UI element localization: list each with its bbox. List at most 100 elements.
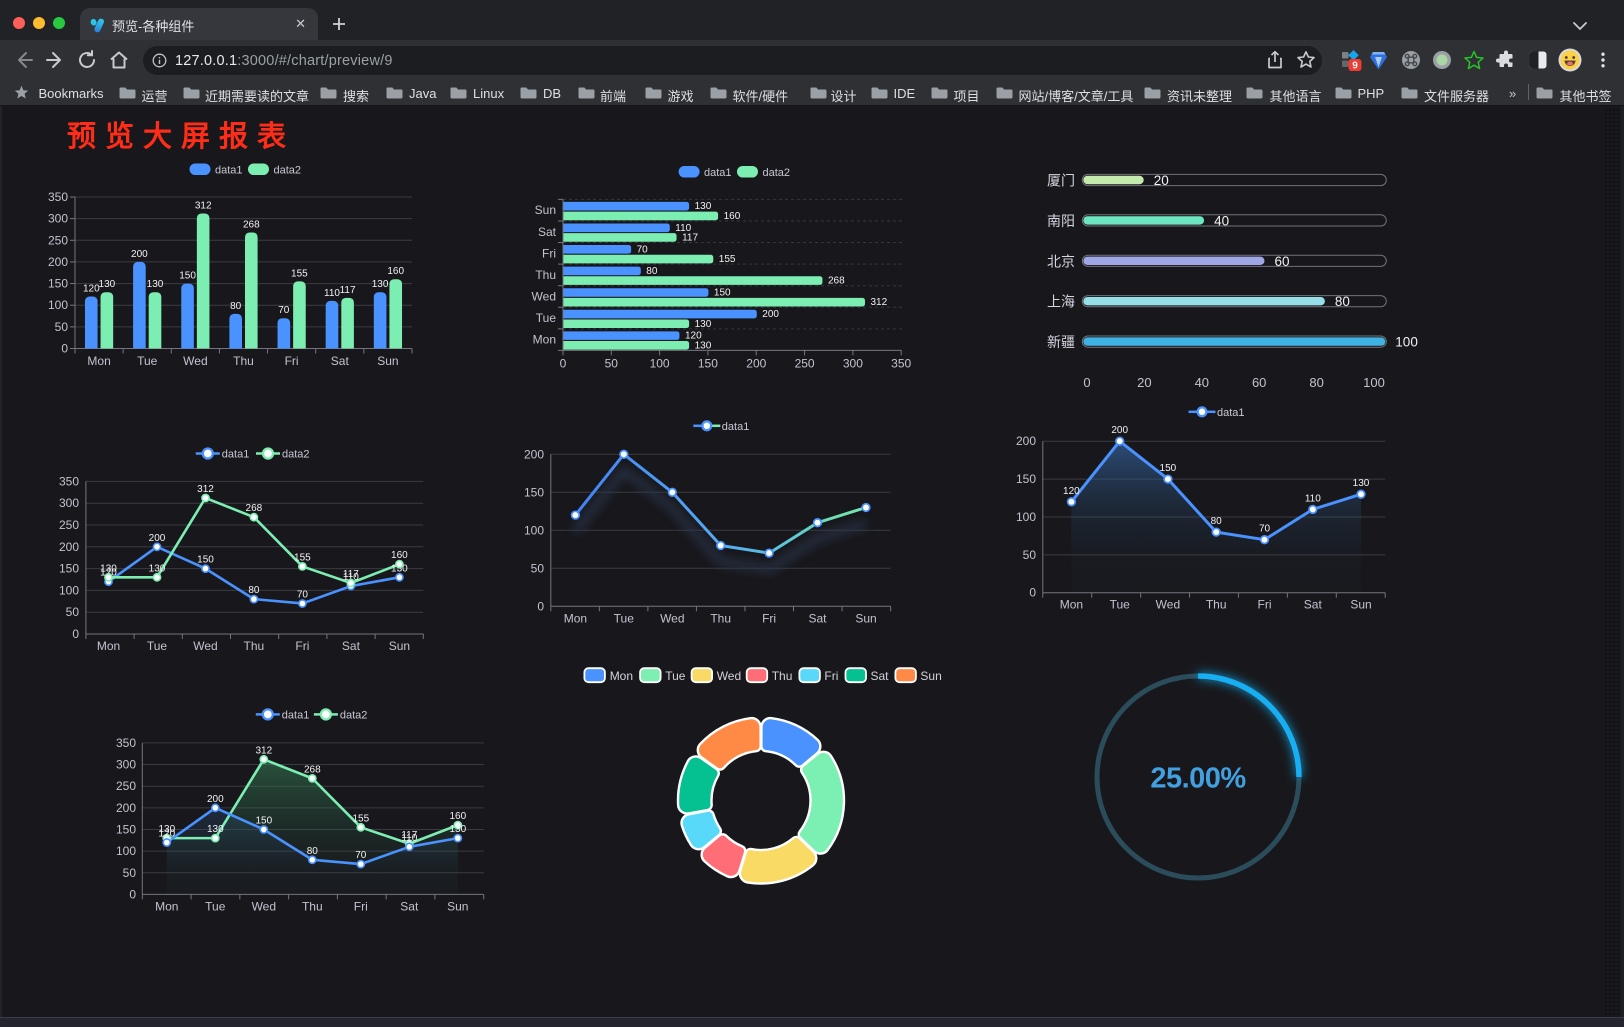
- svg-text:Wed: Wed: [183, 354, 207, 368]
- svg-text:155: 155: [719, 254, 736, 265]
- svg-text:117: 117: [682, 233, 698, 244]
- svg-text:130: 130: [99, 279, 116, 290]
- svg-text:Sat: Sat: [400, 899, 419, 913]
- svg-text:data1: data1: [722, 421, 750, 433]
- svg-text:300: 300: [843, 356, 863, 370]
- svg-text:Sun: Sun: [920, 669, 941, 683]
- svg-text:80: 80: [307, 846, 319, 857]
- svg-text:110: 110: [1305, 493, 1321, 504]
- svg-text:350: 350: [48, 190, 68, 204]
- svg-text:50: 50: [605, 356, 619, 370]
- svg-text:Sat: Sat: [808, 611, 827, 625]
- svg-text:50: 50: [66, 605, 80, 619]
- svg-text:200: 200: [524, 447, 544, 461]
- svg-text:Tue: Tue: [665, 669, 686, 683]
- svg-text:data1: data1: [1217, 407, 1245, 419]
- svg-text:117: 117: [401, 830, 417, 841]
- svg-text:160: 160: [449, 811, 466, 822]
- svg-text:200: 200: [59, 540, 79, 554]
- svg-text:25.00%: 25.00%: [1150, 763, 1246, 795]
- svg-text:312: 312: [871, 297, 888, 308]
- svg-text:155: 155: [294, 552, 311, 563]
- svg-text:150: 150: [524, 485, 544, 499]
- svg-text:50: 50: [123, 866, 137, 880]
- svg-text:130: 130: [1353, 478, 1370, 489]
- svg-text:200: 200: [116, 801, 136, 815]
- svg-text:0: 0: [560, 356, 567, 370]
- svg-text:80: 80: [1211, 516, 1223, 527]
- svg-text:80: 80: [646, 266, 658, 277]
- svg-text:350: 350: [891, 356, 911, 370]
- svg-text:70: 70: [297, 590, 309, 601]
- svg-text:Wed: Wed: [252, 899, 276, 913]
- svg-text:Fri: Fri: [762, 611, 776, 625]
- svg-text:Fri: Fri: [824, 669, 838, 683]
- svg-text:Tue: Tue: [147, 639, 168, 653]
- svg-text:Wed: Wed: [717, 669, 741, 683]
- svg-text:70: 70: [278, 305, 290, 316]
- svg-text:100: 100: [59, 583, 79, 597]
- svg-text:80: 80: [1335, 294, 1350, 309]
- svg-text:155: 155: [352, 813, 369, 824]
- svg-text:150: 150: [179, 271, 196, 282]
- svg-text:Sun: Sun: [855, 611, 876, 625]
- svg-text:Wed: Wed: [532, 290, 556, 304]
- svg-text:70: 70: [355, 850, 367, 861]
- svg-text:Sun: Sun: [1350, 598, 1371, 612]
- svg-text:268: 268: [246, 503, 263, 514]
- svg-text:50: 50: [55, 320, 69, 334]
- svg-text:9: 9: [1352, 61, 1358, 72]
- svg-text:100: 100: [524, 523, 544, 537]
- svg-text:Sun: Sun: [389, 639, 410, 653]
- svg-text:250: 250: [795, 356, 815, 370]
- svg-text:新疆: 新疆: [1047, 334, 1075, 350]
- svg-text:data1: data1: [704, 167, 732, 179]
- svg-text:150: 150: [48, 277, 68, 291]
- svg-text:60: 60: [1252, 375, 1266, 390]
- svg-text:Thu: Thu: [1206, 598, 1227, 612]
- svg-text:110: 110: [343, 572, 359, 583]
- svg-text:Tue: Tue: [614, 611, 635, 625]
- svg-text:150: 150: [698, 356, 718, 370]
- svg-text:100: 100: [1395, 335, 1418, 350]
- svg-text:100: 100: [48, 298, 68, 312]
- svg-text:250: 250: [116, 779, 136, 793]
- svg-text:data1: data1: [282, 709, 310, 721]
- svg-text:0: 0: [1083, 375, 1090, 390]
- svg-text:Thu: Thu: [302, 899, 323, 913]
- svg-text:350: 350: [59, 474, 79, 488]
- svg-text:150: 150: [1160, 463, 1177, 474]
- svg-text:120: 120: [685, 331, 702, 342]
- svg-text:0: 0: [72, 627, 79, 641]
- svg-text:Sun: Sun: [535, 203, 556, 217]
- svg-text:150: 150: [116, 823, 136, 837]
- svg-text:120: 120: [1063, 486, 1080, 497]
- svg-text:150: 150: [197, 555, 214, 566]
- svg-text:Thu: Thu: [233, 354, 254, 368]
- svg-text:Wed: Wed: [660, 611, 684, 625]
- svg-text:120: 120: [158, 829, 175, 840]
- svg-text:268: 268: [243, 220, 260, 231]
- svg-text:70: 70: [637, 244, 649, 255]
- svg-text:Sun: Sun: [377, 354, 398, 368]
- svg-text:Mon: Mon: [564, 611, 587, 625]
- svg-text:Fri: Fri: [295, 639, 309, 653]
- svg-text:150: 150: [1016, 472, 1036, 486]
- svg-text:Mon: Mon: [87, 354, 110, 368]
- svg-text:0: 0: [1029, 586, 1036, 600]
- svg-text:130: 130: [695, 201, 712, 212]
- svg-text:130: 130: [147, 279, 164, 290]
- svg-text:Sat: Sat: [538, 225, 557, 239]
- svg-text:Tue: Tue: [205, 899, 226, 913]
- svg-text:Thu: Thu: [244, 639, 265, 653]
- svg-text:200: 200: [746, 356, 766, 370]
- svg-text:110: 110: [401, 833, 417, 844]
- svg-text:Sat: Sat: [342, 639, 361, 653]
- svg-text:268: 268: [304, 764, 321, 775]
- svg-text:160: 160: [387, 266, 404, 277]
- svg-text:Thu: Thu: [710, 611, 731, 625]
- svg-text:200: 200: [149, 533, 166, 544]
- svg-text:Fri: Fri: [285, 354, 299, 368]
- svg-text:268: 268: [828, 276, 845, 287]
- svg-text:data1: data1: [215, 165, 243, 177]
